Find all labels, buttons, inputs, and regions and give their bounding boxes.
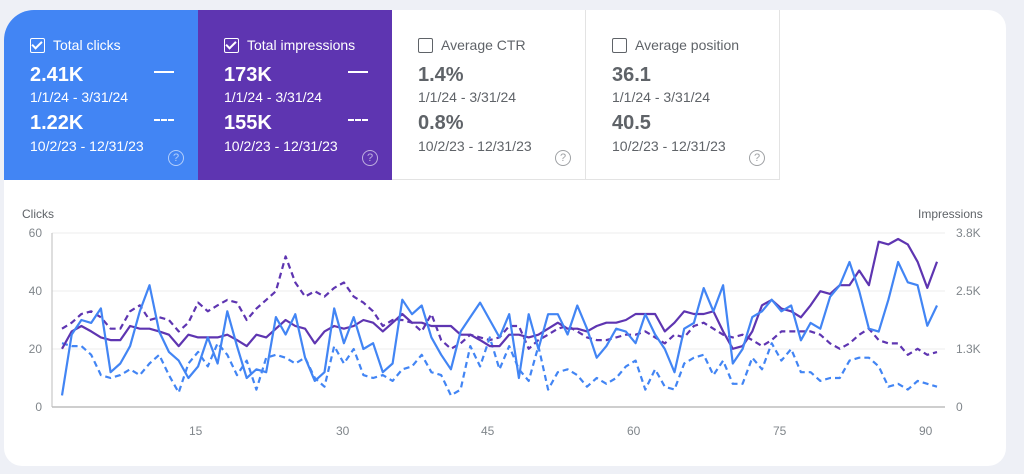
x-tick-label: 15: [189, 424, 203, 438]
metric-previous-value: 155K: [224, 112, 272, 134]
checkbox-checked-icon[interactable]: [224, 37, 239, 53]
performance-card: Total clicks 2.41K 1/1/24 - 3/31/24 1.22…: [4, 10, 1006, 466]
previous-range: 10/2/23 - 12/31/23: [30, 138, 144, 154]
current-range: 1/1/24 - 3/31/24: [224, 89, 323, 105]
series-line-clicks-previous: [61, 336, 938, 397]
metric-tile-average-position[interactable]: Average position 36.1 1/1/24 - 3/31/24 4…: [586, 10, 780, 180]
previous-range: 10/2/23 - 12/31/23: [612, 138, 726, 154]
metric-current-value: 1.4%: [418, 64, 464, 86]
metric-current-value: 2.41K: [30, 64, 84, 86]
checkbox-unchecked-icon[interactable]: [612, 37, 627, 53]
series-line-impressions-previous: [61, 255, 938, 356]
metric-tile-total-clicks[interactable]: Total clicks 2.41K 1/1/24 - 3/31/24 1.22…: [4, 10, 198, 180]
y2-tick-label: 1.3K: [956, 342, 981, 356]
y-tick-label: 0: [35, 400, 42, 414]
y2-tick-label: 0: [956, 400, 963, 414]
dashed-line-legend-icon: [348, 119, 368, 121]
series-line-clicks-current: [60, 260, 938, 396]
x-tick-label: 30: [336, 424, 350, 438]
x-tick-label: 60: [627, 424, 641, 438]
current-range: 1/1/24 - 3/31/24: [418, 89, 517, 105]
current-range: 1/1/24 - 3/31/24: [612, 89, 711, 105]
metric-tile-total-impressions[interactable]: Total impressions 173K 1/1/24 - 3/31/24 …: [198, 10, 392, 180]
metric-previous-value: 1.22K: [30, 112, 84, 134]
metric-label: Total impressions: [247, 37, 356, 53]
y-tick-label: 60: [28, 226, 42, 240]
help-icon[interactable]: ?: [362, 150, 378, 166]
help-icon[interactable]: ?: [168, 150, 184, 166]
x-tick-label: 45: [481, 424, 495, 438]
solid-line-legend-icon: [154, 71, 174, 73]
help-icon[interactable]: ?: [555, 150, 571, 166]
current-range: 1/1/24 - 3/31/24: [30, 89, 129, 105]
x-tick-label: 75: [773, 424, 787, 438]
metric-label: Average position: [635, 37, 740, 53]
checkbox-unchecked-icon[interactable]: [418, 37, 433, 53]
y2-tick-label: 2.5K: [956, 284, 981, 298]
previous-range: 10/2/23 - 12/31/23: [418, 138, 532, 154]
metric-label: Average CTR: [441, 37, 526, 53]
metric-previous-value: 0.8%: [418, 112, 464, 134]
dashed-line-legend-icon: [154, 119, 174, 121]
metric-tile-average-ctr[interactable]: Average CTR 1.4% 1/1/24 - 3/31/24 0.8% 1…: [392, 10, 586, 180]
y-axis-title-clicks: Clicks: [22, 207, 54, 221]
y-tick-label: 20: [28, 342, 42, 356]
x-tick-label: 90: [919, 424, 933, 438]
previous-range: 10/2/23 - 12/31/23: [224, 138, 338, 154]
metric-previous-value: 40.5: [612, 112, 651, 134]
y2-tick-label: 3.8K: [956, 226, 981, 240]
y2-axis-title-impressions: Impressions: [918, 207, 983, 221]
metric-current-value: 173K: [224, 64, 272, 86]
checkbox-checked-icon[interactable]: [30, 37, 45, 53]
y-tick-label: 40: [28, 284, 42, 298]
metric-label: Total clicks: [53, 37, 121, 53]
metric-current-value: 36.1: [612, 64, 651, 86]
solid-line-legend-icon: [348, 71, 368, 73]
help-icon[interactable]: ?: [749, 150, 765, 166]
